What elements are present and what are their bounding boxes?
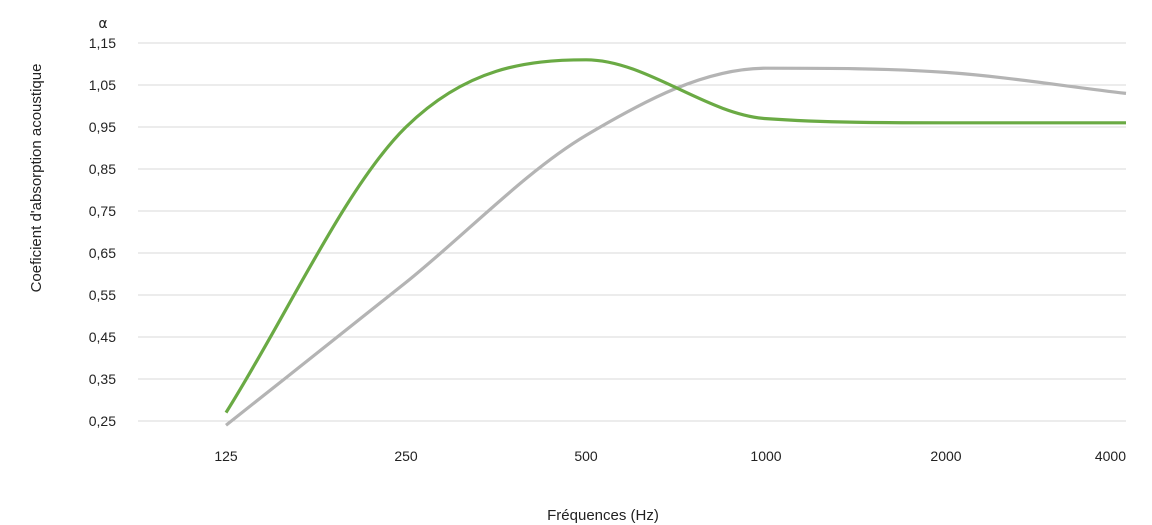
x-tick-label: 125: [214, 448, 238, 464]
y-tick-label: 0,85: [89, 161, 116, 177]
y-tick-label: 0,95: [89, 119, 116, 135]
y-axis-title: Coeficient d'absorption acoustique: [28, 64, 45, 293]
y-tick-label: 0,25: [89, 413, 116, 429]
y-tick-label: 0,45: [89, 329, 116, 345]
series-lines: [224, 58, 1127, 427]
y-tick-label: 1,05: [89, 77, 116, 93]
x-tick-label: 4000: [1095, 448, 1126, 464]
y-unit-symbol: α: [98, 16, 107, 32]
y-tick-labels: 0,25 0,35 0,45 0,55 0,65 0,75 0,85 0,95 1,05 1,15: [89, 35, 116, 429]
x-tick-label: 500: [574, 448, 598, 464]
series-line-2: [225, 66, 1127, 427]
x-tick-label: 250: [394, 448, 418, 464]
y-tick-label: 0,55: [89, 287, 116, 303]
y-tick-label: 0,75: [89, 203, 116, 219]
y-tick-label: 1,15: [89, 35, 116, 51]
grid-lines: [138, 42, 1126, 422]
y-tick-label: 0,65: [89, 245, 116, 261]
x-tick-labels: 125 250 500 1000 2000 4000: [214, 448, 1126, 464]
x-tick-label: 2000: [930, 448, 961, 464]
x-axis-title: Fréquences (Hz): [547, 507, 659, 524]
x-tick-label: 1000: [750, 448, 781, 464]
series-line-1: [224, 58, 1126, 414]
y-tick-label: 0,35: [89, 371, 116, 387]
